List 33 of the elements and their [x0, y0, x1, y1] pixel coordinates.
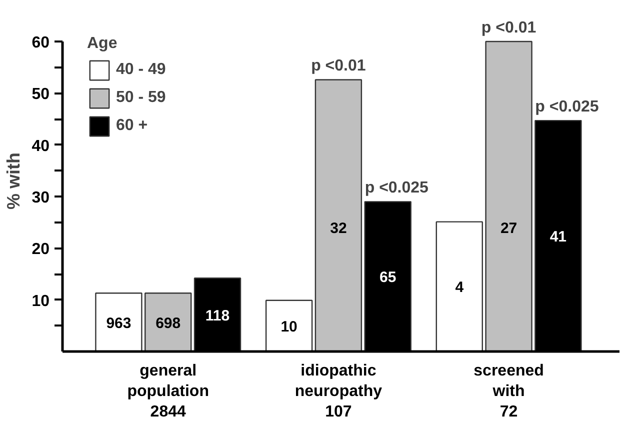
annotation: 32	[330, 220, 347, 237]
annotation: 41	[550, 228, 567, 246]
bar	[485, 40, 532, 352]
y-tick-label: 20	[32, 241, 50, 258]
y-axis-title: % with	[4, 152, 24, 210]
y-tick-label: 30	[32, 190, 50, 206]
annotation: p <0.01	[481, 20, 536, 36]
annotation: p <0.025	[364, 180, 429, 197]
y-tick-label: 10	[32, 292, 50, 310]
legend-label: 60 +	[116, 117, 148, 135]
annotation: 963	[106, 314, 132, 332]
annotation: 118	[205, 307, 230, 324]
bar	[314, 79, 362, 352]
annotation: p <0.025	[535, 98, 599, 116]
annotation: p <0.01	[311, 58, 366, 75]
y-tick-label: 60	[32, 34, 50, 52]
y-tick-label: 50	[32, 86, 50, 104]
legend-label: 50 - 59	[116, 89, 166, 107]
annotation: 4	[455, 279, 464, 296]
legend-label: 40 - 49	[116, 61, 166, 79]
x-tick-label: idiopathic neuropathy 107	[294, 362, 382, 420]
x-tick-label: screened with 72	[474, 362, 544, 420]
bar	[265, 300, 313, 352]
bar	[144, 292, 192, 352]
legend-title: Age	[87, 35, 118, 53]
bar	[95, 292, 142, 352]
annotation: 27	[500, 220, 518, 237]
annotation: 10	[280, 318, 298, 336]
y-tick-label: 40	[32, 138, 50, 155]
bar	[436, 221, 483, 352]
x-tick-label: general population 2844	[127, 362, 209, 420]
annotation: 698	[156, 314, 181, 332]
annotation: 65	[380, 269, 396, 286]
